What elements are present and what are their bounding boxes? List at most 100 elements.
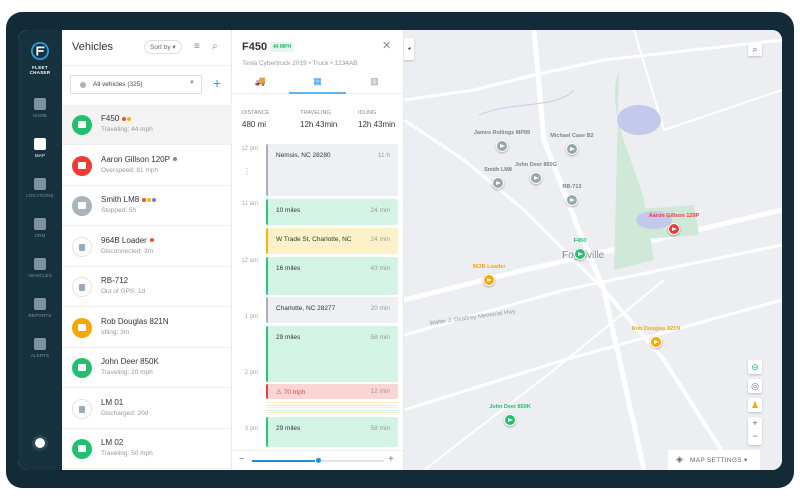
tab-stats[interactable]: ▥ [346,76,403,94]
list-item[interactable]: John Deer 850K Traveling: 20 mph [62,348,232,388]
sidebar-item-alerts[interactable]: ALERTS [18,338,62,358]
marker-label: John Deer 850G [515,162,557,168]
vehicle-marker[interactable] [566,194,578,206]
timeline-event[interactable]: 10 miles 24 min [266,199,398,225]
timeline-event[interactable]: W Trade St, Charlotte, NC 24 min [266,228,398,254]
map-zoom-out[interactable]: − [752,431,758,441]
vehicle-marker[interactable] [492,177,504,189]
vehicle-status: Traveling: 44 mph [101,126,153,133]
sidebar-item-reports[interactable]: REPORTS [18,298,62,318]
filter-icon[interactable]: ≡ [194,41,200,52]
list-item[interactable]: 964B Loader Disconnected: 3m [62,227,232,267]
link-icon[interactable]: ⊖ [748,360,762,374]
vehicle-list-panel: Vehicles Sort by ▾ ≡ ⌕ All vehicles (325… [62,30,232,470]
locate-icon[interactable]: ◎ [748,379,762,393]
search-icon[interactable]: ⌕ [212,41,218,52]
list-item[interactable]: Aaron Gillson 120P Overspeed: 81 mph [62,146,232,186]
vehicle-marker[interactable] [566,143,578,155]
close-button[interactable]: ✕ [382,40,392,52]
marker-label: Rob Douglas 821N [631,326,681,332]
collapse-panel-button[interactable]: ◂ [404,38,414,60]
vehicle-filter-select[interactable]: All vehicles (325) ▼ [70,75,202,94]
user-avatar[interactable] [32,435,48,451]
map[interactable]: Fogelville Walter J. Dealtrey Memorial H… [404,30,782,470]
bar-chart-icon: ▥ [370,76,379,86]
garage-icon [34,98,46,110]
timeline-zoom: − + [232,450,404,470]
list-item[interactable]: F450 Traveling: 44 mph [62,105,232,145]
marker-label: 963B Loader [472,264,506,270]
app-window: FLEET CHASER HOME MAP LOCATIONS CRM VEHICLES… [18,30,782,470]
sidebar-item-map[interactable]: MAP [18,138,62,158]
detail-title: F450 [242,41,268,53]
timeline-compressed-events[interactable] [266,402,398,414]
map-roads [404,30,782,470]
tab-timeline[interactable]: ▦ [289,76,346,94]
vehicle-status-icon [72,196,92,216]
bell-icon [34,338,46,350]
tab-vehicle[interactable]: 🚚 [232,76,289,94]
map-zoom-in[interactable]: + [752,418,758,428]
vehicle-status: Idling: 3m [101,328,130,336]
map-icon [34,138,46,150]
list-item[interactable]: LM 02 Traveling: 50 mph [62,429,232,469]
vehicle-status-icon [72,236,92,257]
timeline-event[interactable]: ⚠ 70 mph 12 min [266,384,398,399]
hour-label: 2 pm [244,370,258,376]
sidebar-item-vehicles[interactable]: VEHICLES [18,258,62,278]
vehicle-status-icon [72,277,92,297]
vehicle-status-icon [72,439,92,459]
sort-dropdown[interactable]: Sort by ▾ [144,40,182,54]
vehicle-marker[interactable] [483,274,495,286]
hour-label: 3 pm [244,426,258,432]
status-dot [122,116,127,121]
marker-label: RB-713 [562,184,582,190]
vehicle-marker[interactable] [668,223,680,235]
vehicle-marker[interactable] [496,140,508,152]
list-item[interactable]: Smith LM8 Stopped: 5h [62,186,232,226]
status-dot [147,197,152,202]
hour-label: 11 am [241,201,258,207]
vehicle-name: F450 [101,114,120,123]
vehicle-status: Traveling: 50 mph [101,450,153,457]
list-item[interactable]: Rob Douglas 821N Idling: 3m [62,308,232,348]
marker-label: F450 [573,238,587,244]
status-dot [173,157,178,162]
vehicle-status: Disconnected: 3m [101,247,154,255]
hour-label: 12 pm [241,146,258,152]
list-item[interactable]: RB-712 Out of GPS: 1d [62,267,232,307]
sidebar-item-crm[interactable]: CRM [18,218,62,238]
zoom-slider-handle[interactable] [315,457,322,464]
timeline-event[interactable]: 29 miles 58 min [266,326,398,382]
vehicle-marker[interactable] [574,248,586,260]
zoom-in-button[interactable]: + [388,454,394,465]
timeline-event[interactable]: Nemsis, NC 28280 11 h [266,144,398,196]
vehicle-marker[interactable] [650,336,662,348]
calendar-icon: ▦ [313,76,322,86]
status-dot [150,238,155,243]
sidebar-item-locations[interactable]: LOCATIONS [18,178,62,198]
contact-icon [34,218,46,230]
map-settings-button[interactable]: ◈ MAP SETTINGS ▾ [668,450,760,470]
vehicle-name: John Deer 850K [101,357,159,366]
hour-label: 12 am [241,258,258,264]
vehicle-status: Discharged: 20d [101,409,149,417]
timeline-event[interactable]: 29 miles 58 min [266,417,398,447]
map-search-button[interactable]: ⌕ [748,42,762,56]
sidebar-item-home[interactable]: HOME [18,98,62,118]
speed-badge: 44 MPH [270,42,295,52]
add-vehicle-button[interactable]: + [213,75,222,91]
timeline-event[interactable]: 16 miles 43 min [266,257,398,295]
list-item[interactable]: LM 01 Discharged: 20d [62,389,232,429]
vehicle-marker[interactable] [504,414,516,426]
timeline[interactable]: ⋮ 12 pm 11 am 12 am 1 pm 2 pm 3 pm Nemsis, NC … [232,142,404,450]
marker-label: Smith LM8 [484,167,512,173]
street-view-icon[interactable]: ♟ [748,398,762,412]
vehicle-status-icon [72,317,92,338]
status-dot [152,197,157,202]
vehicle-marker[interactable] [530,172,542,184]
timeline-event[interactable]: Charlotte, NC 28277 20 min [266,297,398,323]
panel-title: Vehicles [72,41,113,53]
truck-icon: 🚚 [254,76,267,86]
zoom-out-button[interactable]: − [239,454,245,465]
